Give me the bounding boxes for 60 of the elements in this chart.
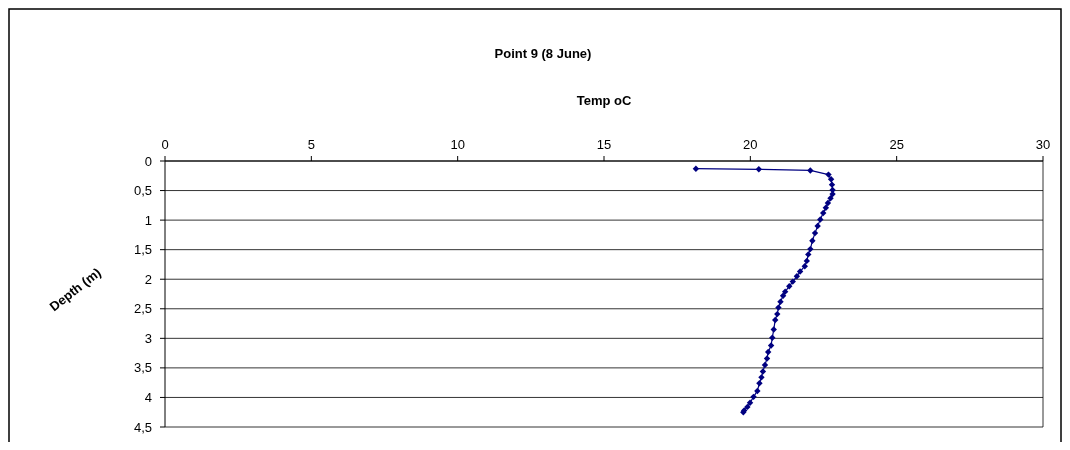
point <box>769 334 776 341</box>
point <box>744 403 751 411</box>
point <box>811 229 819 237</box>
y-tick-label: 3,5 <box>133 360 152 376</box>
x-tick-label: 25 <box>889 137 904 152</box>
point <box>807 245 814 253</box>
point <box>758 374 765 381</box>
point <box>827 195 834 202</box>
point <box>761 361 769 369</box>
y-tick-label: 4,5 <box>133 419 152 435</box>
point <box>793 273 801 280</box>
point <box>789 278 796 285</box>
point <box>809 237 816 244</box>
y-tick-label: 1 <box>144 212 152 228</box>
point <box>759 368 767 375</box>
y-tick-label: 3 <box>144 330 152 346</box>
point <box>746 399 754 406</box>
point <box>796 268 804 275</box>
point <box>777 298 784 305</box>
point <box>755 166 763 173</box>
point <box>814 222 821 230</box>
point <box>763 355 771 362</box>
point <box>770 326 777 333</box>
point <box>692 165 700 172</box>
point <box>764 348 772 356</box>
point <box>767 342 775 349</box>
point <box>827 176 835 183</box>
point <box>775 304 782 311</box>
point <box>824 199 832 207</box>
y-tick-label: 2 <box>144 271 152 287</box>
point <box>754 387 761 395</box>
y-tick-label: 2,5 <box>133 301 152 317</box>
point <box>820 209 827 217</box>
point <box>805 251 812 258</box>
chart-title: Point 9 (8 June) <box>494 46 592 61</box>
point <box>803 257 811 265</box>
point <box>825 171 832 178</box>
point <box>828 181 836 188</box>
y-tick-label: 1,5 <box>133 242 152 258</box>
x-tick-label: 0 <box>161 137 169 152</box>
point <box>779 292 787 299</box>
point <box>807 167 814 174</box>
x-tick-label: 20 <box>743 137 758 152</box>
point <box>772 316 779 324</box>
x-tick-label: 30 <box>1035 137 1051 152</box>
y-tick-label: 4 <box>144 389 152 405</box>
x-tick-label: 5 <box>307 137 315 152</box>
point <box>750 393 757 401</box>
point <box>774 310 781 318</box>
x-axis-title: Temp oC <box>576 93 632 108</box>
y-tick-label: 0,5 <box>133 183 152 199</box>
point <box>817 216 824 223</box>
point <box>801 263 808 270</box>
point <box>756 380 763 387</box>
point <box>781 288 789 295</box>
y-tick-label: 0 <box>144 153 152 169</box>
point <box>822 204 830 211</box>
x-tick-label: 15 <box>596 137 612 152</box>
point <box>786 283 793 290</box>
x-tick-label: 10 <box>450 137 465 152</box>
